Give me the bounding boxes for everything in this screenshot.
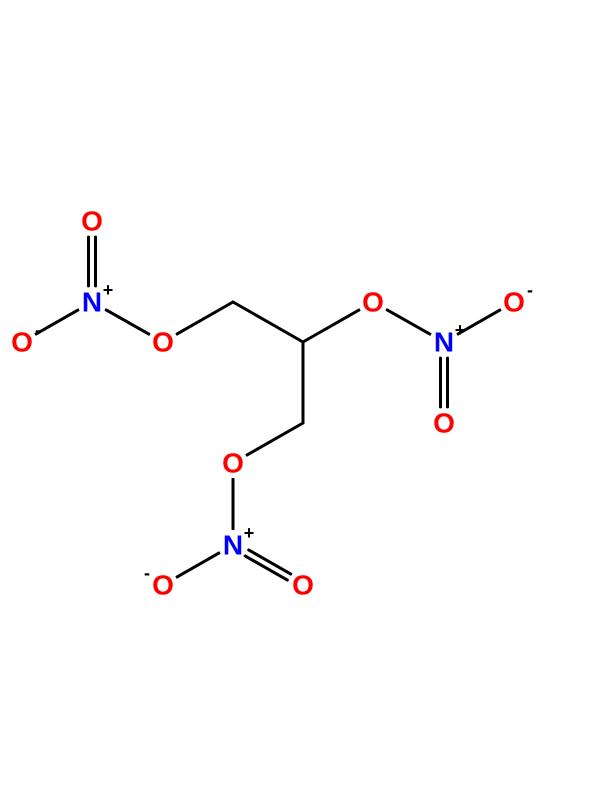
atom-O1c: O (11, 327, 33, 358)
atom-O2b: O (433, 408, 455, 439)
atom-N1: N (82, 287, 102, 318)
charge-O2c: - (527, 280, 533, 300)
atom-O2c: O (503, 287, 525, 318)
charge-O3c: - (144, 563, 150, 583)
atom-O3c: O (152, 570, 174, 601)
charge-O1c: - (35, 320, 41, 340)
atom-O1a: O (152, 327, 174, 358)
charge-N1: + (103, 280, 114, 300)
atoms-group: ON+OO-ON+OO-ON+OO- (7, 206, 533, 601)
atom-O2a: O (362, 287, 384, 318)
atom-N3: N (223, 530, 243, 561)
atom-N2: N (434, 327, 454, 358)
molecule-diagram: ON+OO-ON+OO-ON+OO- (0, 0, 600, 800)
atom-O1b: O (81, 206, 103, 237)
atom-O3a: O (222, 448, 244, 479)
charge-N2: + (455, 320, 466, 340)
atom-O3b: O (292, 570, 314, 601)
charge-N3: + (244, 523, 255, 543)
